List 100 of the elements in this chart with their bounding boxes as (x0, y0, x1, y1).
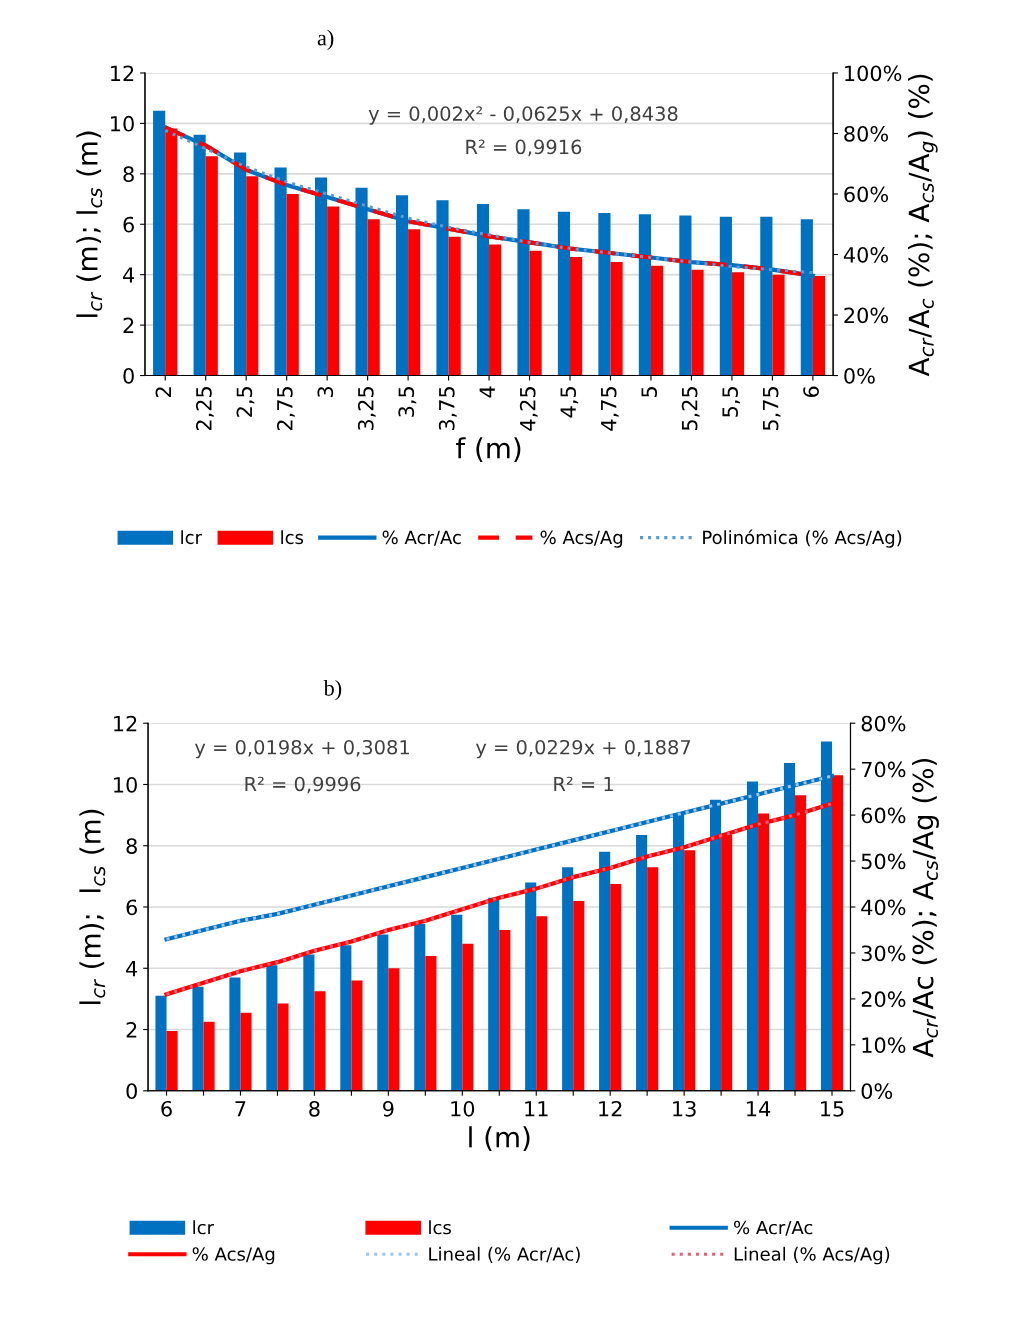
bar (570, 257, 583, 376)
bar (636, 835, 648, 1091)
x-tick-label: 3,5 (398, 387, 417, 417)
chart-title: b) (323, 680, 342, 701)
y-tick-label: 6 (123, 216, 134, 233)
x-tick-label: 4,75 (601, 387, 619, 431)
legend-label: lcr (193, 1220, 215, 1235)
x-tick-label: 4,5 (560, 387, 579, 418)
y-tick-label: 0 (123, 367, 134, 384)
bar (240, 1012, 252, 1091)
legend-label: % Acr/Ac (734, 1220, 813, 1236)
bar (377, 934, 389, 1091)
y2-tick-label: 70% (861, 761, 906, 778)
x-tick-label: 5,75 (762, 387, 781, 431)
y2-tick-label: 100% (845, 65, 902, 82)
y-tick-label: 4 (123, 267, 135, 283)
bar (408, 229, 421, 376)
x-tick-label: 5,5 (722, 387, 741, 417)
y-axis-title: l$_{cr}$ (m); l$_{cs}$ (m) (76, 131, 103, 317)
x-axis-title: f (m) (456, 437, 521, 462)
x-tick-label: 6 (803, 386, 819, 398)
y-tick-label: 0 (126, 1083, 137, 1100)
x-tick-label: 5,25 (681, 387, 700, 431)
y2-tick-label: 20% (844, 307, 889, 324)
x-tick-label: 11 (525, 1101, 548, 1117)
y-tick-label: 6 (126, 899, 138, 916)
bar (598, 212, 611, 376)
bar (525, 882, 537, 1091)
x-tick-label: 7 (235, 1101, 246, 1117)
y2-tick-label: 30% (861, 945, 906, 962)
y2-tick-label: 40% (861, 899, 906, 916)
bar (351, 980, 363, 1091)
bar (647, 867, 659, 1091)
legend-label: % Acs/Ag (192, 1247, 275, 1265)
x-tick-label: 6 (161, 1100, 172, 1117)
x-tick-label: 4 (479, 386, 495, 398)
x-tick-label: 3 (317, 386, 334, 397)
bar (812, 275, 826, 376)
bar (451, 914, 463, 1091)
y-tick-label: 10 (114, 776, 137, 793)
y2-tick-label: 0% (844, 367, 875, 384)
annotation: y = 0,0229x + 0,1887 (475, 739, 691, 759)
x-tick-label: 2,75 (276, 387, 295, 431)
y2-tick-label: 60% (861, 807, 906, 824)
bar (425, 956, 437, 1091)
x-tick-label: 15 (821, 1101, 844, 1117)
y2-axis-title: A$_{cr}$/Ac (%); A$_{cs}$/Ag (%) (912, 758, 939, 1058)
bar (536, 916, 548, 1091)
legend-label: Polinómica (% Acs/Ag) (703, 529, 902, 548)
bar (462, 943, 474, 1091)
bar (166, 1031, 178, 1091)
bar (499, 929, 511, 1091)
annotation: R² = 1 (554, 776, 613, 792)
x-tick-label: 2,5 (236, 387, 255, 417)
annotation: R² = 0,9916 (466, 139, 582, 157)
bar (367, 219, 380, 376)
bar (638, 214, 651, 376)
x-tick-label: 14 (747, 1101, 771, 1117)
x-axis-title: l (m) (469, 1126, 530, 1151)
y-tick-label: 12 (111, 65, 134, 81)
bar (234, 152, 247, 376)
legend-label: % Acs/Ag (540, 530, 623, 548)
y2-tick-label: 50% (861, 853, 906, 870)
bar (155, 995, 167, 1091)
x-tick-label: 9 (383, 1100, 394, 1117)
bar (691, 269, 704, 376)
bar (573, 900, 585, 1091)
y-tick-label: 2 (126, 1021, 137, 1038)
y2-tick-label: 80% (844, 125, 889, 142)
x-tick-label: 3,25 (357, 387, 376, 431)
y-axis-title: l$_{cr}$ (m); l$_{cs}$ (m) (79, 809, 106, 1004)
y2-tick-label: 0% (861, 1083, 893, 1100)
bar (246, 176, 259, 376)
bar (610, 884, 622, 1091)
bar (340, 945, 352, 1091)
y-tick-label: 12 (114, 715, 137, 732)
x-tick-label: 2 (155, 387, 171, 397)
bar (414, 923, 426, 1091)
legend-label: Lineal (% Acs/Ag) (734, 1246, 890, 1265)
x-tick-label: 5 (641, 387, 658, 397)
bar (229, 977, 241, 1091)
x-tick-label: 8 (309, 1100, 320, 1117)
bar (277, 1003, 289, 1091)
legend-label: lcs (429, 1220, 451, 1235)
annotation: R² = 0,9996 (245, 776, 361, 794)
bar (610, 262, 623, 376)
bar (203, 1021, 215, 1091)
bar (599, 851, 611, 1091)
y-tick-label: 8 (123, 166, 134, 183)
bar (731, 272, 745, 376)
x-tick-label: 3,75 (438, 387, 457, 431)
bar (327, 206, 340, 376)
legend-label: % Acr/Ac (382, 530, 461, 546)
bar (205, 156, 218, 376)
x-tick-label: 12 (599, 1100, 622, 1117)
bar (650, 265, 664, 376)
bar (303, 954, 315, 1091)
legend-label: lcs (281, 530, 304, 545)
bar (286, 194, 299, 376)
annotation: y = 0,0198x + 0,3081 (194, 739, 409, 759)
